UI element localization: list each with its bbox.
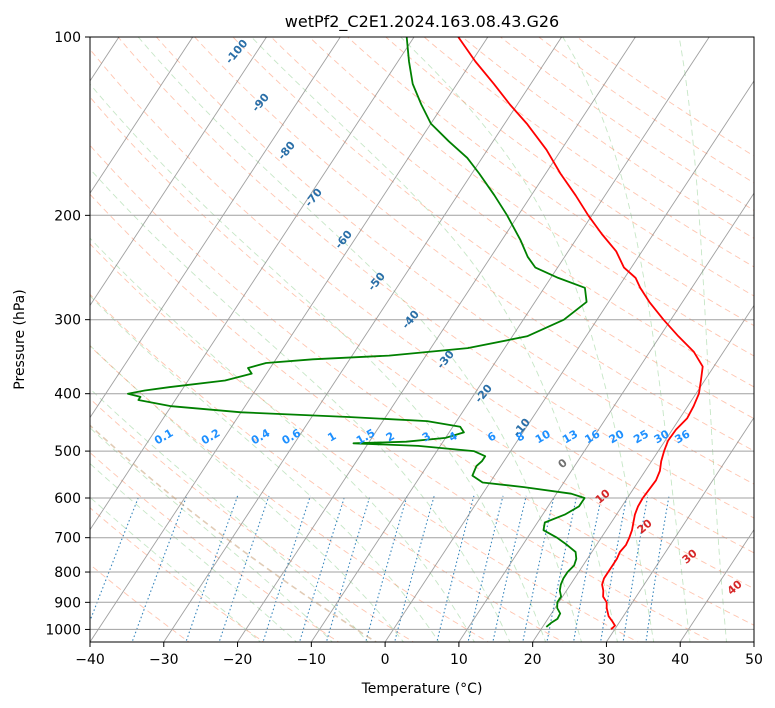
x-tick-label: −40	[75, 652, 105, 668]
y-tick-label: 400	[54, 387, 81, 403]
mixing-ratio-line	[90, 495, 140, 623]
dry-adiabat-line	[90, 398, 415, 642]
x-tick-label: 20	[524, 652, 542, 668]
moist-adiabat-line	[90, 83, 547, 642]
chart-title: wetPf2_C2E1.2024.163.08.43.G26	[285, 12, 559, 32]
moist-adiabat-line	[250, 37, 618, 642]
moist-adiabat-line	[90, 463, 298, 642]
profile-series	[127, 37, 704, 631]
x-axis: −40 −30 −20 −10 0 10 20 30 40 50	[75, 642, 763, 668]
mixing-ratio-line	[394, 495, 435, 642]
isotherm-line	[310, 37, 710, 642]
isotherm-line	[237, 37, 636, 642]
moist-adiabat-line	[90, 168, 511, 642]
x-axis-label: Temperature (°C)	[361, 681, 483, 697]
mixing-ratio-line	[492, 495, 527, 642]
dry-adiabat-line	[117, 37, 754, 519]
y-tick-label: 100	[54, 30, 81, 46]
moist-adiabat-line	[678, 37, 727, 642]
x-tick-label: −30	[149, 652, 179, 668]
moist-adiabat-line	[399, 37, 655, 642]
mixing-ratio-line	[436, 495, 475, 642]
y-axis-label: Pressure (hPa)	[12, 289, 28, 389]
mixing-ratio-line	[218, 495, 270, 642]
isotherm-line	[605, 416, 754, 642]
moist-adiabat-line	[562, 37, 691, 642]
x-tick-label: 0	[381, 652, 390, 668]
profile-line-2	[127, 37, 588, 628]
y-tick-label: 800	[54, 565, 81, 581]
isotherm-line	[90, 37, 489, 642]
plot-frame	[89, 36, 755, 643]
x-tick-label: 40	[671, 652, 689, 668]
mixing-ratio-line	[522, 495, 555, 642]
isotherm-line	[90, 37, 194, 195]
mixing-ratio-line	[467, 495, 504, 642]
mixing-ratio-line	[645, 495, 670, 642]
dry-adiabat-line	[193, 37, 754, 452]
moist-adiabats	[90, 37, 754, 642]
x-tick-label: −10	[297, 652, 327, 668]
mixing-ratio-line	[325, 495, 371, 642]
isotherm-line	[532, 304, 754, 642]
y-tick-label: 900	[54, 595, 81, 611]
x-tick-label: 50	[745, 652, 763, 668]
x-tick-label: 30	[598, 652, 616, 668]
mixing-ratio-line	[131, 495, 188, 642]
isotherm-line	[90, 37, 268, 307]
x-tick-label: 10	[450, 652, 468, 668]
isotherm-line	[679, 528, 754, 642]
dry-adiabat-line	[90, 48, 754, 554]
moist-adiabat-line	[90, 344, 405, 642]
dry-adiabat-line	[155, 37, 754, 485]
y-tick-label: 300	[54, 313, 81, 329]
moist-adiabat-line	[90, 237, 475, 642]
mixing-ratio-line	[600, 495, 628, 642]
y-tick-label: 500	[54, 444, 81, 460]
dry-adiabat-line	[90, 96, 754, 590]
x-tick-label: −20	[223, 652, 253, 668]
mixing-ratio-line	[572, 495, 603, 642]
mixing-ratio-line	[262, 495, 311, 642]
moist-adiabat-line	[137, 37, 582, 642]
moist-adiabat-line	[90, 295, 440, 642]
isotherm-line	[90, 37, 341, 419]
isotherm-line	[384, 80, 754, 642]
plot-area: 0.1 0.2 0.4 0.6 1 1.5 2 3 4 6 8 10 13 16 20 25 30 36-100-…	[90, 37, 754, 642]
mixing-ratio-line	[365, 495, 408, 642]
dry-adiabat-line	[346, 37, 754, 327]
y-tick-label: 700	[54, 531, 81, 547]
mixing-ratio-line	[622, 495, 649, 642]
y-tick-label: 1000	[45, 622, 81, 638]
moist-adiabat-line	[90, 427, 334, 642]
isotherm-line	[90, 37, 415, 531]
mixing-ratio-lines	[90, 495, 670, 642]
isotherm-line	[458, 192, 754, 642]
mixing-ratio-line	[185, 495, 239, 642]
mixing-ratio-line	[546, 495, 578, 642]
moist-adiabat-line	[90, 496, 262, 642]
y-axis: 100 200 300 400 500 600 700 800 900 1000	[45, 30, 90, 638]
dry-adiabat-line	[90, 243, 639, 642]
profile-line-1	[457, 37, 704, 631]
mixing-ratio-line	[299, 495, 346, 642]
y-tick-label: 600	[54, 491, 81, 507]
y-tick-label: 200	[54, 208, 81, 224]
